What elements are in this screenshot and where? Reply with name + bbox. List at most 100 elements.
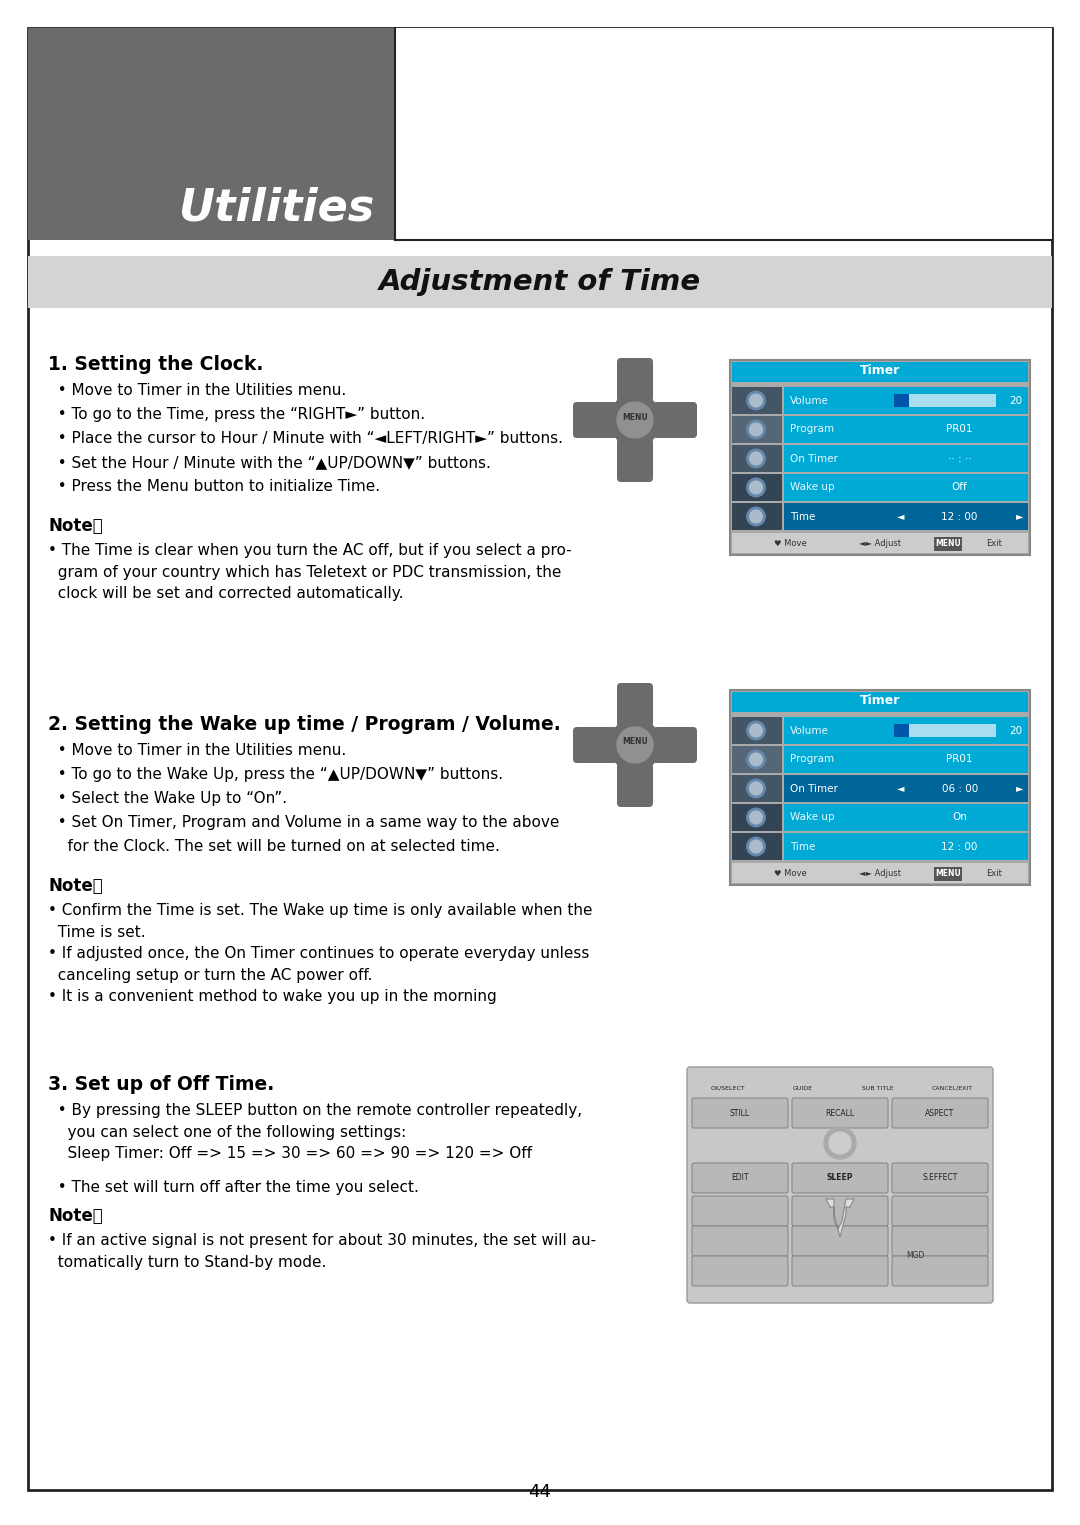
FancyBboxPatch shape <box>28 27 395 239</box>
FancyBboxPatch shape <box>732 863 1028 883</box>
Text: Wake up: Wake up <box>789 813 835 822</box>
FancyBboxPatch shape <box>894 393 996 407</box>
Circle shape <box>750 811 762 824</box>
FancyBboxPatch shape <box>892 1098 988 1128</box>
Circle shape <box>750 782 762 795</box>
FancyBboxPatch shape <box>28 256 1052 308</box>
Circle shape <box>750 753 762 766</box>
Text: Note：: Note： <box>48 1206 103 1225</box>
Text: MENU: MENU <box>935 538 961 547</box>
Text: Utilities: Utilities <box>179 186 375 229</box>
Circle shape <box>750 451 762 465</box>
Text: Timer: Timer <box>860 694 901 708</box>
FancyBboxPatch shape <box>792 1226 888 1257</box>
FancyBboxPatch shape <box>892 1257 988 1286</box>
Text: • Move to Timer in the Utilities menu.: • Move to Timer in the Utilities menu. <box>48 743 347 758</box>
Text: ·· : ··: ·· : ·· <box>948 453 972 464</box>
Text: MGD: MGD <box>906 1250 924 1260</box>
FancyBboxPatch shape <box>617 438 653 482</box>
Circle shape <box>746 421 766 439</box>
FancyBboxPatch shape <box>784 833 1028 860</box>
FancyBboxPatch shape <box>692 1226 788 1257</box>
Circle shape <box>750 480 762 494</box>
Text: Off: Off <box>951 482 968 493</box>
Text: 12 : 00: 12 : 00 <box>942 511 977 522</box>
FancyBboxPatch shape <box>784 416 1028 442</box>
FancyBboxPatch shape <box>573 403 617 438</box>
FancyBboxPatch shape <box>934 868 962 881</box>
Circle shape <box>746 479 766 497</box>
Text: ♥ Move: ♥ Move <box>773 869 807 877</box>
Text: On Timer: On Timer <box>789 784 838 793</box>
Text: OK/SELECT: OK/SELECT <box>711 1086 745 1090</box>
Text: Note：: Note： <box>48 517 103 535</box>
Text: • To go to the Time, press the “RIGHT►” button.: • To go to the Time, press the “RIGHT►” … <box>48 407 426 422</box>
FancyBboxPatch shape <box>894 724 909 737</box>
Circle shape <box>746 450 766 468</box>
Text: Program: Program <box>789 755 834 764</box>
Text: Note：: Note： <box>48 877 103 895</box>
Text: S.EFFECT: S.EFFECT <box>922 1174 958 1182</box>
Text: SUB TITLE: SUB TITLE <box>862 1086 893 1090</box>
Text: PR01: PR01 <box>946 424 973 435</box>
FancyBboxPatch shape <box>617 358 653 403</box>
FancyBboxPatch shape <box>653 403 697 438</box>
FancyBboxPatch shape <box>692 1098 788 1128</box>
FancyBboxPatch shape <box>732 692 1028 712</box>
Text: ASPECT: ASPECT <box>926 1109 955 1118</box>
Text: GUIDE: GUIDE <box>793 1086 812 1090</box>
Polygon shape <box>826 1199 854 1237</box>
Circle shape <box>746 721 766 740</box>
Text: MENU: MENU <box>935 869 961 877</box>
Text: SLEEP: SLEEP <box>827 1174 853 1182</box>
Text: ►: ► <box>1016 511 1024 522</box>
FancyBboxPatch shape <box>692 1257 788 1286</box>
FancyBboxPatch shape <box>732 833 782 860</box>
Text: Exit: Exit <box>986 869 1002 877</box>
FancyBboxPatch shape <box>934 537 962 551</box>
FancyBboxPatch shape <box>784 775 1028 802</box>
FancyBboxPatch shape <box>687 1068 993 1302</box>
Text: On Timer: On Timer <box>789 453 838 464</box>
Circle shape <box>746 808 766 827</box>
FancyBboxPatch shape <box>732 387 782 413</box>
FancyBboxPatch shape <box>617 762 653 807</box>
FancyBboxPatch shape <box>732 503 782 531</box>
Text: RECALL: RECALL <box>825 1109 854 1118</box>
Text: 20: 20 <box>1010 395 1023 406</box>
Text: Volume: Volume <box>789 395 828 406</box>
FancyBboxPatch shape <box>692 1164 788 1193</box>
FancyBboxPatch shape <box>892 1226 988 1257</box>
Text: ◄: ◄ <box>897 511 905 522</box>
Text: • The Time is clear when you turn the AC off, but if you select a pro-
  gram of: • The Time is clear when you turn the AC… <box>48 543 571 601</box>
Text: • Place the cursor to Hour / Minute with “◄LEFT/RIGHT►” buttons.: • Place the cursor to Hour / Minute with… <box>48 432 563 445</box>
FancyBboxPatch shape <box>573 727 617 762</box>
Circle shape <box>746 837 766 856</box>
Text: ►: ► <box>1016 784 1024 793</box>
Text: 06 : 00: 06 : 00 <box>942 784 977 793</box>
Text: Time: Time <box>789 842 815 851</box>
Text: • By pressing the SLEEP button on the remote controller repeatedly,
    you can : • By pressing the SLEEP button on the re… <box>48 1103 582 1161</box>
FancyBboxPatch shape <box>784 474 1028 502</box>
Text: • To go to the Wake Up, press the “▲UP/DOWN▼” buttons.: • To go to the Wake Up, press the “▲UP/D… <box>48 767 503 782</box>
Text: ◄: ◄ <box>897 784 905 793</box>
Circle shape <box>829 1132 851 1154</box>
Text: ◄► Adjust: ◄► Adjust <box>859 869 901 877</box>
FancyBboxPatch shape <box>784 445 1028 473</box>
FancyBboxPatch shape <box>732 746 782 773</box>
Text: CANCEL/EXIT: CANCEL/EXIT <box>932 1086 973 1090</box>
Text: MENU: MENU <box>622 738 648 747</box>
Text: 1. Setting the Clock.: 1. Setting the Clock. <box>48 355 264 374</box>
Text: 3. Set up of Off Time.: 3. Set up of Off Time. <box>48 1075 274 1093</box>
Text: • Press the Menu button to initialize Time.: • Press the Menu button to initialize Ti… <box>48 479 380 494</box>
Text: Exit: Exit <box>986 538 1002 547</box>
Circle shape <box>746 750 766 769</box>
FancyBboxPatch shape <box>784 804 1028 831</box>
FancyBboxPatch shape <box>792 1164 888 1193</box>
FancyBboxPatch shape <box>792 1098 888 1128</box>
Text: ♥ Move: ♥ Move <box>773 538 807 547</box>
Circle shape <box>750 393 762 407</box>
FancyBboxPatch shape <box>894 393 909 407</box>
FancyBboxPatch shape <box>653 727 697 762</box>
Text: • Select the Wake Up to “On”.: • Select the Wake Up to “On”. <box>48 791 287 807</box>
